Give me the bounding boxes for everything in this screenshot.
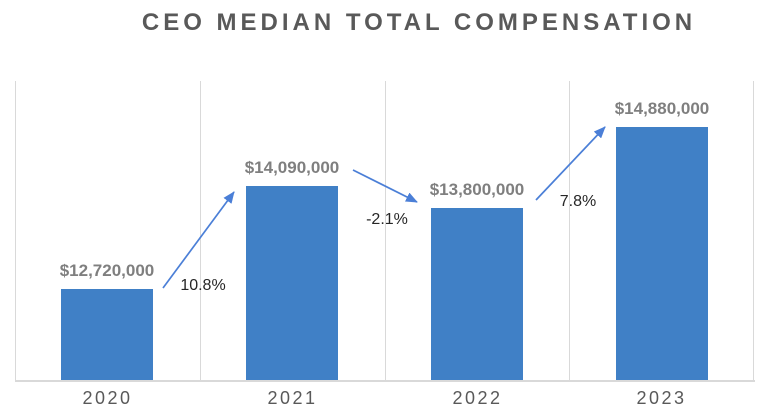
x-axis-label-2022: 2022 — [452, 388, 503, 408]
plot-area: $12,720,000 $14,090,000 $13,800,000 $14,880… — [15, 81, 754, 380]
value-label-2020: $12,720,000 — [59, 261, 155, 280]
category-gridline — [753, 81, 754, 380]
value-label-2022: $13,800,000 — [429, 180, 525, 199]
category-gridline — [15, 81, 16, 380]
bar-2020 — [61, 289, 153, 380]
value-label-2023: $14,880,000 — [614, 99, 710, 118]
x-axis-label-2021: 2021 — [267, 388, 318, 408]
pct-change-label-3: 7.8% — [559, 193, 597, 210]
pct-change-label-2: -2.1% — [366, 211, 408, 228]
category-gridline — [200, 81, 201, 380]
value-label-2021: $14,090,000 — [244, 158, 340, 177]
x-axis-line — [15, 380, 755, 382]
category-gridline — [569, 81, 570, 380]
pct-change-label-1: 10.8% — [180, 277, 226, 294]
bar-2021 — [246, 186, 338, 380]
chart-title: CEO MEDIAN TOTAL COMPENSATION — [141, 9, 697, 36]
x-axis-label-2020: 2020 — [82, 388, 133, 408]
bar-2022 — [431, 208, 523, 380]
x-axis-label-2023: 2023 — [636, 388, 687, 408]
bar-2023 — [616, 127, 708, 380]
category-gridline — [385, 81, 386, 380]
